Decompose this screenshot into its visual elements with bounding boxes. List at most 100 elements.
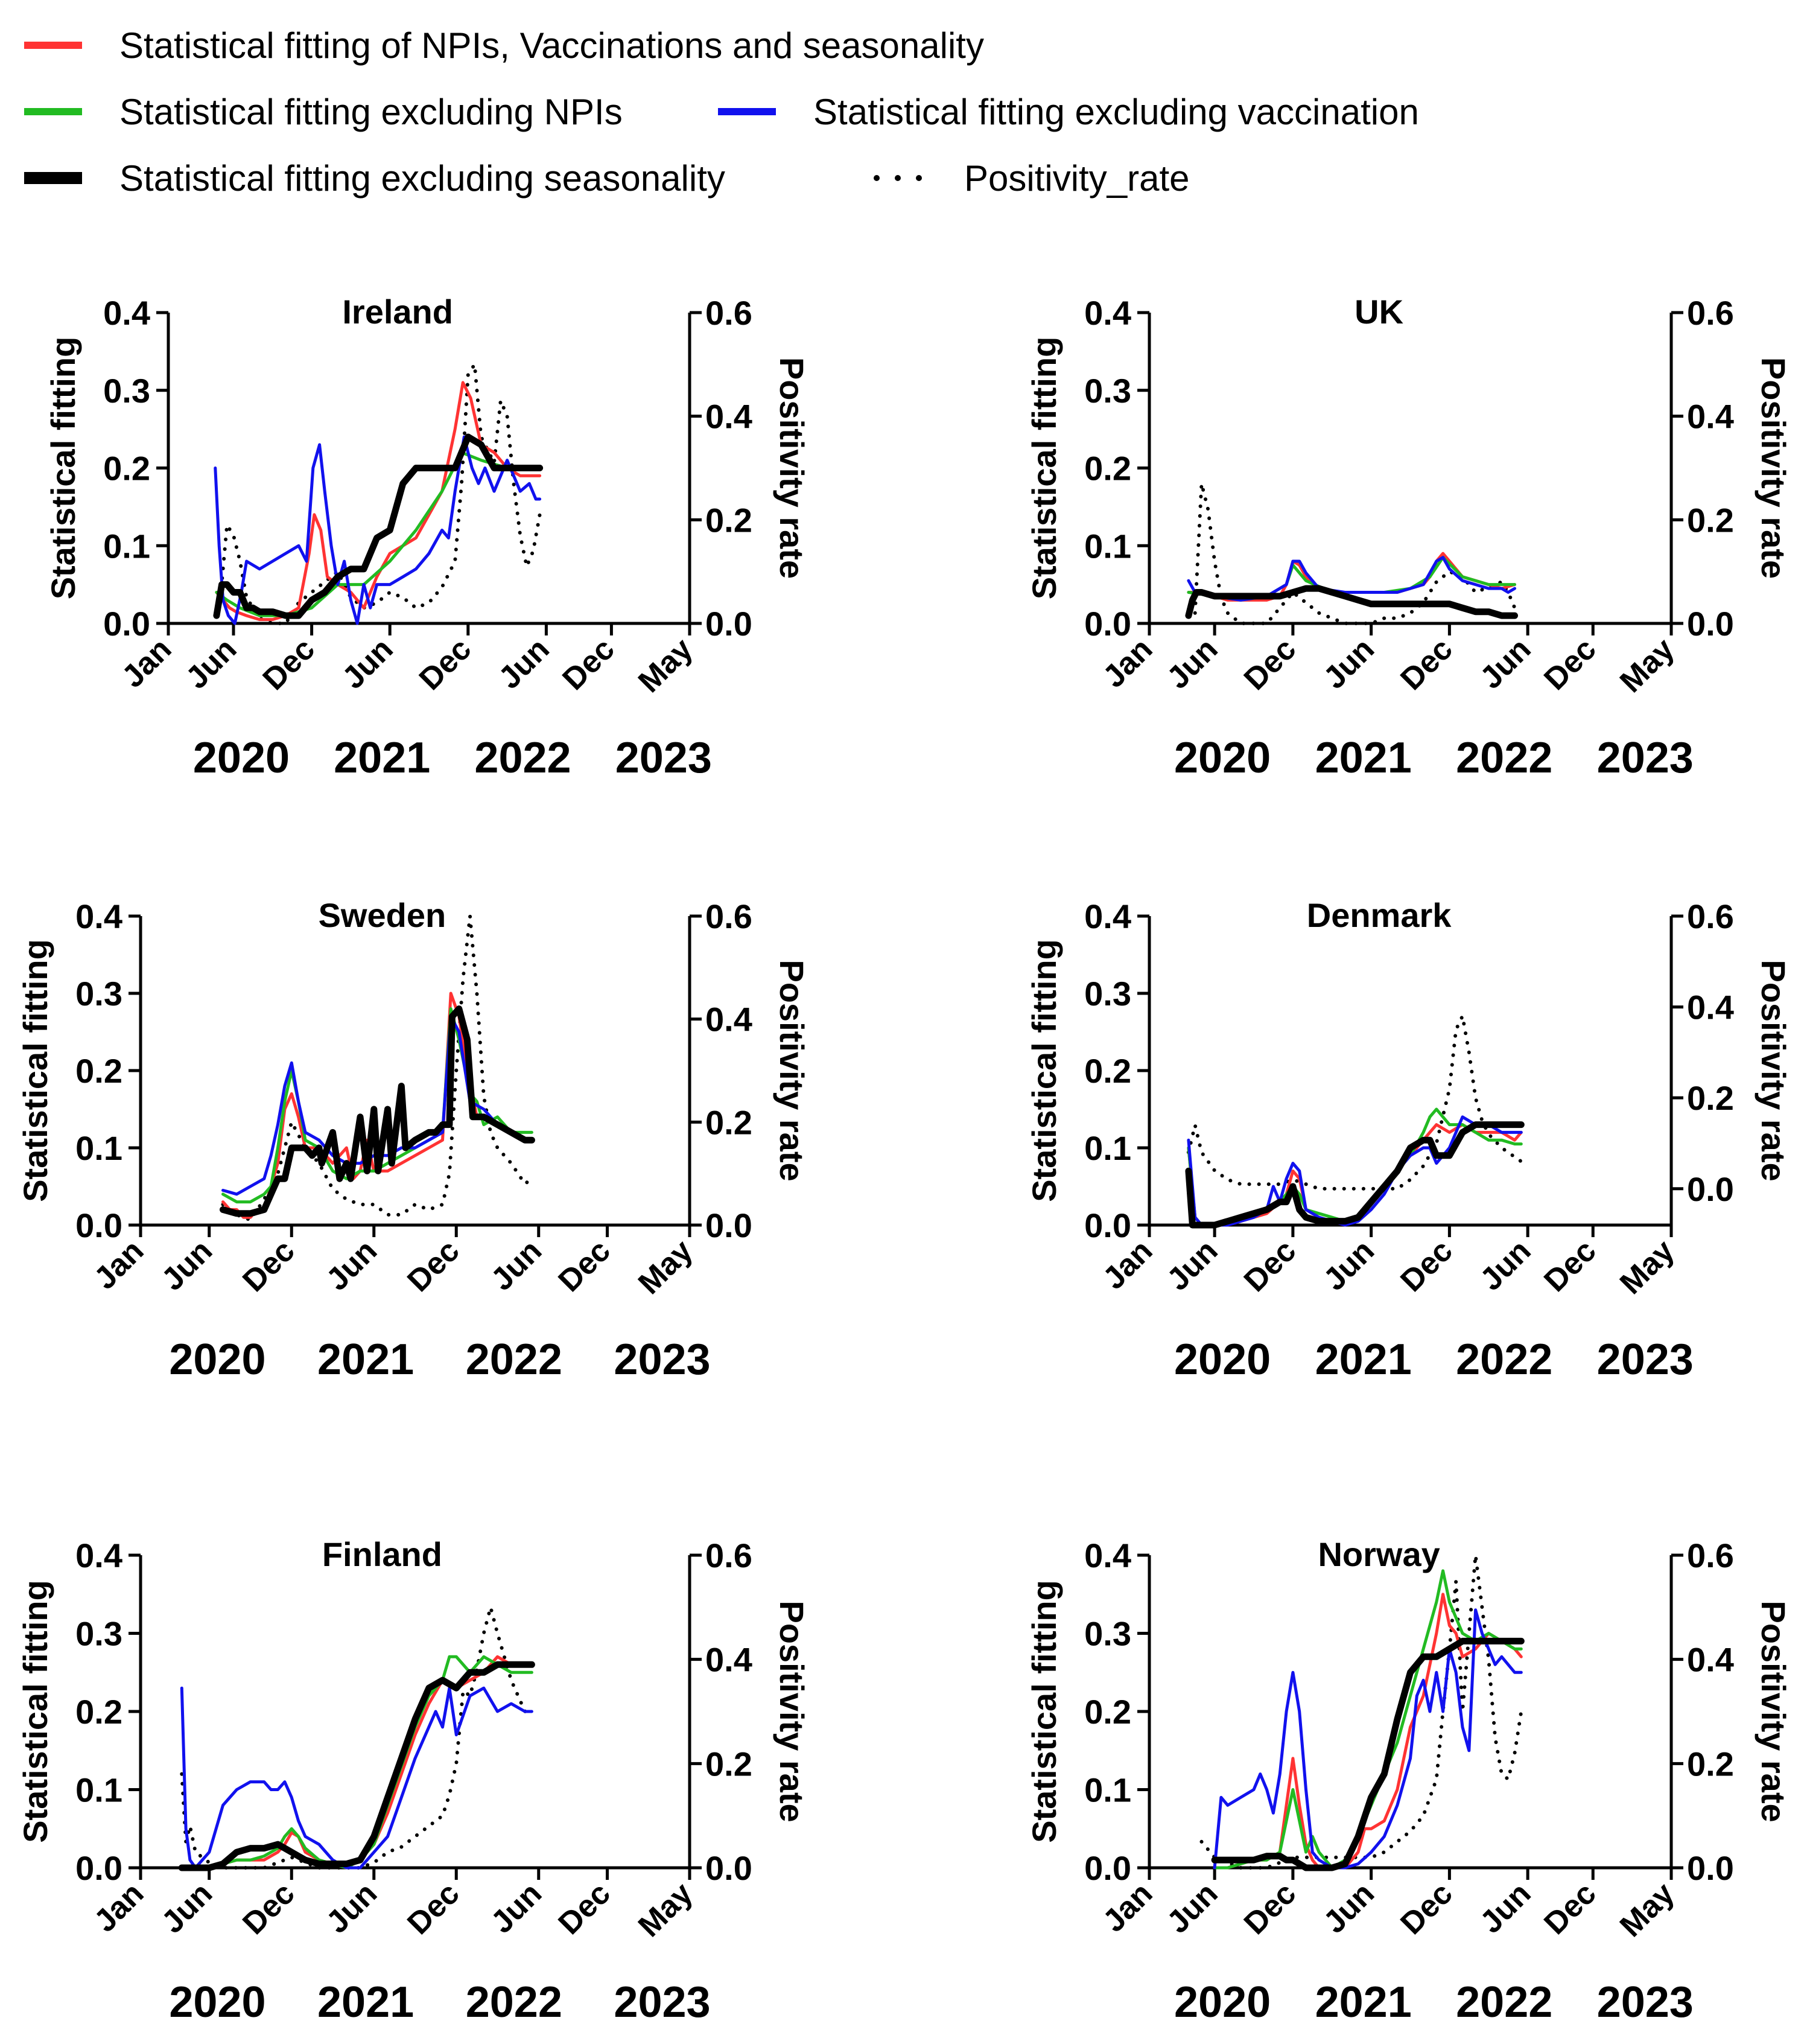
legend-item-excluding-vaccination: Statistical fitting excluding vaccinatio… xyxy=(718,78,1419,145)
x-tick-label: Dec xyxy=(552,1876,617,1941)
legend-item-excluding-seasonality: Statistical fitting excluding seasonalit… xyxy=(24,145,725,211)
y-tick-label-right: 0.2 xyxy=(1687,1745,1734,1783)
y-tick-label-left: 0.0 xyxy=(1084,1206,1131,1244)
y-tick-label-left: 0.3 xyxy=(1084,372,1131,410)
series-line-excluding-seasonality xyxy=(178,1661,535,1871)
series-line-excluding-vaccination xyxy=(180,1686,533,1870)
x-tick-label: Jun xyxy=(492,631,556,695)
y-tick-label-right: 0.6 xyxy=(1687,294,1734,332)
y-tick-label-left: 0.0 xyxy=(103,605,150,643)
y-axis-label-left: Statistical fitting xyxy=(1025,1580,1063,1843)
x-tick-label: Jun xyxy=(1473,631,1537,695)
x-tick-label: Jun xyxy=(1473,1876,1537,1940)
year-label: 2020 xyxy=(169,1978,265,2026)
y-tick-label-right: 0.4 xyxy=(1687,398,1734,436)
y-axis-label-right: Positivity rate xyxy=(1755,357,1793,579)
y-tick-label-right: 0.4 xyxy=(1687,1641,1734,1679)
y-tick-label-right: 0.6 xyxy=(705,294,752,332)
y-axis-label-right: Positivity rate xyxy=(1755,1600,1793,1822)
y-tick-label-left: 0.4 xyxy=(1084,897,1131,935)
year-label: 2021 xyxy=(334,734,430,782)
legend-swatch-black xyxy=(24,172,82,184)
year-label: 2020 xyxy=(1174,1978,1271,2026)
y-tick-label-right: 0.2 xyxy=(705,1103,752,1141)
x-tick-label: Dec xyxy=(401,1233,466,1298)
series-line-positivity-rate xyxy=(180,1605,534,1870)
year-label: 2022 xyxy=(1456,734,1552,782)
year-label: 2023 xyxy=(614,1336,710,1384)
y-tick-label-right: 0.6 xyxy=(705,1536,752,1574)
series-line-excluding-vaccination xyxy=(1187,1115,1523,1227)
series-line-excluding-seasonality xyxy=(220,1005,535,1217)
y-tick-label-left: 0.2 xyxy=(1084,450,1131,488)
x-tick-label: May xyxy=(1613,1876,1682,1944)
y-axis-label-left: Statistical fitting xyxy=(1025,337,1063,600)
series-line-excluding-seasonality xyxy=(1185,585,1518,619)
legend: Statistical fitting of NPIs, Vaccination… xyxy=(24,12,1593,205)
x-tick-label: Dec xyxy=(1537,1233,1602,1298)
y-tick-label-left: 0.2 xyxy=(1084,1052,1131,1090)
series-line-positivity-rate xyxy=(1199,1553,1523,1870)
y-tick-label-left: 0.1 xyxy=(1084,1771,1131,1809)
year-label: 2023 xyxy=(1597,1978,1694,2026)
y-tick-label-right: 0.6 xyxy=(1687,897,1734,935)
series-line-excluding-npis xyxy=(180,1655,533,1870)
y-tick-label-left: 0.2 xyxy=(75,1693,122,1731)
x-tick-label: Jun xyxy=(1160,1876,1224,1940)
y-tick-label-left: 0.1 xyxy=(103,527,150,565)
x-tick-label: May xyxy=(632,1233,700,1301)
x-tick-label: Dec xyxy=(1237,1876,1303,1941)
x-tick-label: Dec xyxy=(1237,1233,1303,1298)
x-tick-label: May xyxy=(632,631,700,699)
y-tick-label-right: 0.0 xyxy=(1687,605,1734,643)
x-tick-label: Jun xyxy=(1317,1876,1381,1940)
y-tick-label-right: 0.2 xyxy=(705,1745,752,1783)
y-tick-label-left: 0.4 xyxy=(103,294,150,332)
y-tick-label-left: 0.3 xyxy=(1084,1615,1131,1653)
year-label: 2023 xyxy=(1597,734,1694,782)
y-tick-label-left: 0.1 xyxy=(75,1129,122,1167)
y-tick-label-right: 0.0 xyxy=(705,605,752,643)
year-label: 2021 xyxy=(317,1336,414,1384)
legend-label: Positivity_rate xyxy=(964,158,1190,199)
x-tick-label: May xyxy=(632,1876,700,1944)
x-tick-label: Jun xyxy=(155,1876,219,1940)
legend-swatch-dots xyxy=(874,175,922,181)
legend-label: Statistical fitting excluding NPIs xyxy=(119,91,623,132)
x-tick-label: Dec xyxy=(1394,1233,1459,1298)
year-label: 2021 xyxy=(1315,1978,1412,2026)
series-line-excluding-seasonality xyxy=(1185,1121,1525,1229)
x-tick-label: Dec xyxy=(256,631,322,696)
x-tick-label: Jun xyxy=(1317,631,1381,695)
y-axis-label-left: Statistical fitting xyxy=(44,337,82,600)
year-label: 2021 xyxy=(1315,734,1412,782)
year-label: 2022 xyxy=(1456,1978,1552,2026)
x-tick-label: Jun xyxy=(1160,631,1224,695)
x-tick-label: Jun xyxy=(155,1233,219,1297)
y-tick-label-left: 0.4 xyxy=(1084,1536,1131,1574)
y-tick-label-left: 0.2 xyxy=(75,1052,122,1090)
x-tick-label: Dec xyxy=(236,1876,301,1941)
x-tick-label: Dec xyxy=(556,631,621,696)
year-label: 2021 xyxy=(317,1978,414,2026)
legend-item-positivity-rate: Positivity_rate xyxy=(869,145,1189,211)
x-tick-label: Jun xyxy=(335,631,399,695)
series-line-excluding-seasonality xyxy=(213,433,544,619)
series-line-excluding-npis xyxy=(221,1007,533,1204)
legend-swatch-blue xyxy=(718,108,776,115)
x-tick-label: Jun xyxy=(320,1876,384,1940)
y-tick-label-left: 0.3 xyxy=(103,372,150,410)
y-tick-label-right: 0.0 xyxy=(1687,1170,1734,1208)
y-tick-label-left: 0.1 xyxy=(1084,527,1131,565)
series-line-positivity-rate xyxy=(1186,1014,1523,1191)
year-label: 2022 xyxy=(1456,1336,1552,1384)
y-tick-label-right: 0.6 xyxy=(1687,1536,1734,1574)
year-label: 2023 xyxy=(1597,1336,1694,1384)
x-tick-label: Dec xyxy=(413,631,478,696)
y-tick-label-right: 0.4 xyxy=(705,398,752,436)
series-line-excluding-vaccination xyxy=(1213,1608,1523,1870)
x-tick-label: Dec xyxy=(552,1233,617,1298)
